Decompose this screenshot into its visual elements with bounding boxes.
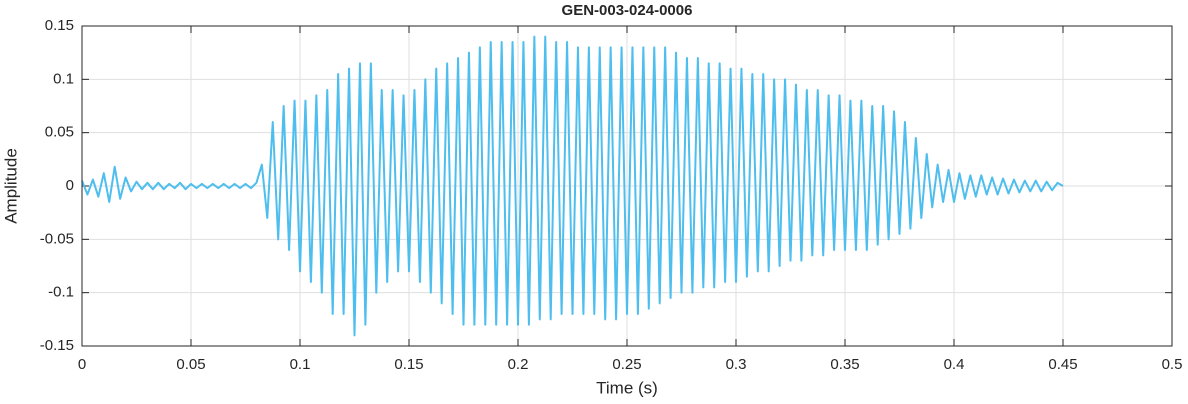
x-tick-label: 0.35 (830, 356, 859, 373)
y-tick-label: -0.05 (40, 230, 74, 247)
x-tick-label: 0 (78, 356, 86, 373)
x-tick-label: 0.05 (176, 356, 205, 373)
x-tick-label: 0.2 (508, 356, 529, 373)
x-tick-label: 0.25 (612, 356, 641, 373)
x-tick-label: 0.4 (944, 356, 965, 373)
y-axis-label: Amplitude (1, 148, 20, 224)
x-tick-label: 0.15 (394, 356, 423, 373)
plot-frame (81, 25, 1173, 347)
y-tick-label: 0.05 (45, 124, 74, 141)
x-tick-label: 0.45 (1048, 356, 1077, 373)
x-tick-label: 0.3 (726, 356, 747, 373)
x-axis-label: Time (s) (596, 378, 658, 397)
y-tick-label: -0.1 (48, 284, 74, 301)
y-tick-label: 0 (66, 177, 74, 194)
y-tick-label: 0.15 (45, 17, 74, 34)
x-tick-label: 0.5 (1162, 356, 1183, 373)
chart-title: GEN-003-024-0006 (562, 2, 693, 19)
x-tick-label: 0.1 (290, 356, 311, 373)
y-tick-label: -0.15 (40, 337, 74, 354)
y-tick-label: 0.1 (53, 70, 74, 87)
waveform-line (81, 35, 1064, 337)
